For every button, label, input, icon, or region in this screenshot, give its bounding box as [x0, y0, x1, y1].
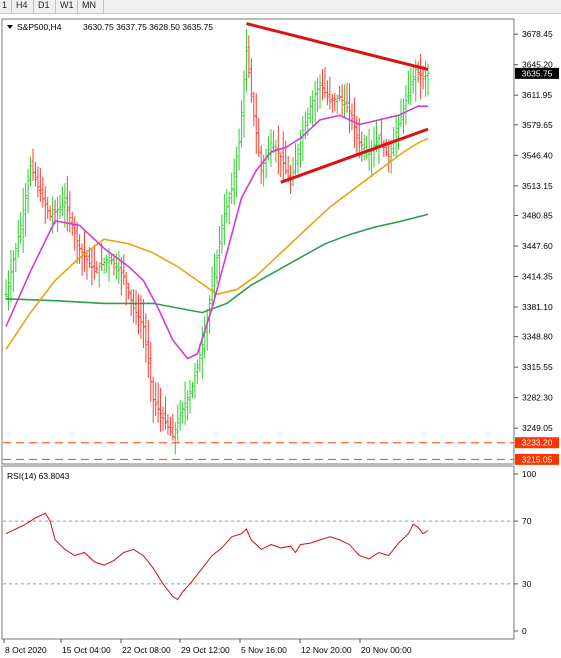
ma-slow-line — [5, 213, 429, 314]
rsi-tick-label: 0 — [522, 626, 527, 636]
timeframe-tab[interactable]: 1 — [0, 0, 12, 13]
candle-bars — [4, 28, 430, 455]
price-level-label: 3215.05 — [522, 454, 553, 464]
rsi-indicator: 100 70 30 0 — [3, 469, 536, 636]
price-tick-label: 3678.45 — [522, 29, 553, 39]
price-level-box — [515, 437, 559, 449]
time-tick-label: 12 Nov 20:00 — [301, 645, 352, 655]
time-tick-label: 8 Oct 2020 — [5, 645, 47, 655]
price-tick-label: 3611.95 — [522, 90, 552, 100]
moving-averages — [5, 105, 429, 360]
time-tick-label: 29 Oct 12:00 — [181, 645, 230, 655]
time-tick-label: 22 Oct 08:00 — [122, 645, 171, 655]
price-tick-label: 3513.15 — [522, 181, 553, 191]
trendline — [246, 22, 429, 71]
rsi-label: RSI(14) 63.8043 — [7, 471, 70, 481]
timeframe-toolbar: 1 H4 D1 W1 MN — [0, 0, 561, 14]
price-tick-label: 3249.05 — [522, 423, 553, 433]
rsi-tick-label: 30 — [522, 579, 532, 589]
timeframe-tab[interactable]: MN — [78, 0, 104, 13]
price-tick-label: 3414.35 — [522, 272, 553, 282]
time-tick-label: 20 Nov 00:00 — [361, 645, 412, 655]
price-tick-label: 3645.20 — [522, 60, 553, 70]
price-level-box — [515, 453, 559, 465]
price-axis: 3678.45 3645.20 3611.95 3579.65 3546.40 3513.… — [514, 29, 553, 433]
rsi-pane-frame — [1, 465, 515, 640]
time-tick-label: 5 Nov 16:00 — [241, 645, 287, 655]
price-tick-label: 3381.10 — [522, 302, 553, 312]
horizontal-levels: 3233.20 3215.05 — [3, 437, 559, 465]
time-tick-label: 15 Oct 04:00 — [62, 645, 111, 655]
time-axis: 8 Oct 2020 15 Oct 04:00 22 Oct 08:00 29 Oct… — [3, 639, 412, 655]
current-price-label: 3635.75 — [522, 68, 553, 78]
price-tick-label: 3348.80 — [522, 332, 553, 342]
trendline — [280, 127, 429, 184]
timeframe-tab[interactable]: D1 — [34, 0, 56, 13]
timeframe-tab[interactable]: H4 — [12, 0, 34, 13]
price-tick-label: 3282.30 — [522, 393, 553, 403]
ma-fast-line — [5, 105, 428, 360]
ma-mid-line — [5, 137, 429, 350]
timeframe-tab[interactable]: W1 — [56, 0, 78, 13]
main-pane-frame — [1, 18, 515, 465]
collapse-arrow-icon[interactable] — [7, 25, 13, 29]
current-price-box — [515, 67, 559, 79]
price-chart[interactable]: 3233.20 3215.05 3678.45 3645.20 3611.95 3579… — [0, 13, 561, 658]
price-tick-label: 3546.40 — [522, 150, 553, 160]
price-tick-label: 3447.60 — [522, 241, 553, 251]
chart-symbol-label: S&P500,H4 — [17, 22, 62, 32]
ohlc-readout: 3630.75 3637.75 3628.50 3635.75 — [83, 22, 213, 32]
price-level-label: 3233.20 — [522, 438, 553, 448]
rsi-line — [5, 512, 429, 601]
price-tick-label: 3480.85 — [522, 210, 553, 220]
rsi-tick-label: 70 — [522, 516, 532, 526]
price-tick-label: 3579.65 — [522, 120, 553, 130]
rsi-tick-label: 100 — [522, 469, 536, 479]
price-tick-label: 3315.55 — [522, 362, 553, 372]
trendlines — [246, 22, 429, 184]
